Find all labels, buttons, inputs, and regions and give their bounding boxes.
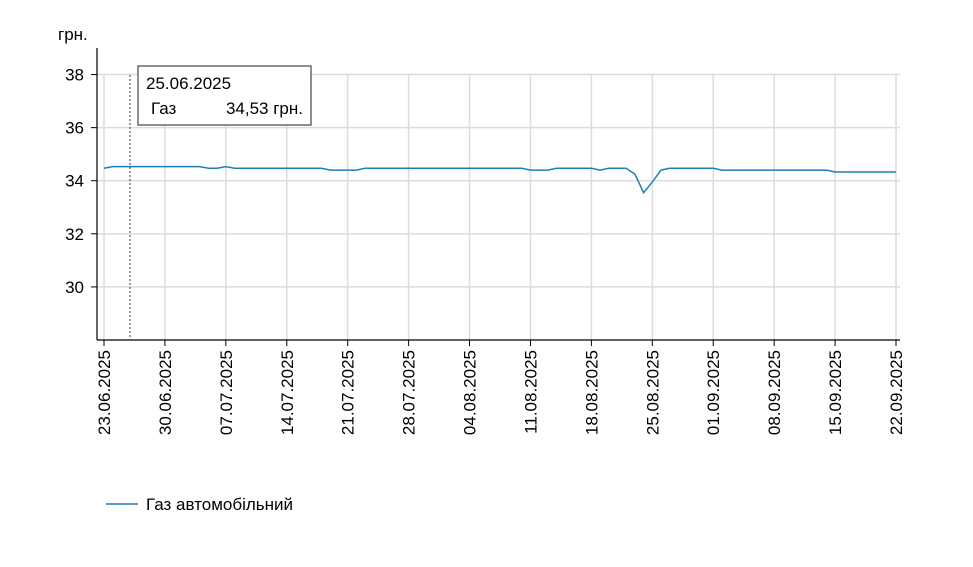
x-tick-label: 11.08.2025 — [521, 350, 540, 434]
y-tick-label: 30 — [65, 278, 84, 297]
x-tick-label: 15.09.2025 — [826, 350, 845, 435]
tooltip-value: 34,53 грн. — [226, 99, 303, 118]
x-tick-label: 30.06.2025 — [156, 350, 175, 435]
x-tick-label: 14.07.2025 — [278, 350, 297, 435]
x-tick-label: 23.06.2025 — [95, 350, 114, 435]
x-tick-label: 04.08.2025 — [461, 350, 480, 435]
y-tick-label: 32 — [65, 225, 84, 244]
legend-label: Газ автомобільний — [146, 495, 293, 514]
tooltip-date: 25.06.2025 — [146, 74, 231, 93]
y-axis-label: грн. — [58, 25, 88, 44]
tooltip: 25.06.2025 Газ 34,53 грн. — [137, 65, 312, 126]
y-tick-label: 36 — [65, 119, 84, 138]
tooltip-box — [137, 65, 312, 126]
x-tick-label: 22.09.2025 — [887, 350, 906, 435]
y-tick-label: 38 — [65, 66, 84, 85]
x-tick-label: 21.07.2025 — [339, 350, 358, 435]
x-tick-label: 07.07.2025 — [217, 350, 236, 435]
x-tick-label: 18.08.2025 — [582, 350, 601, 435]
x-tick-label: 28.07.2025 — [400, 350, 419, 435]
series-line — [103, 165, 896, 195]
x-tick-label: 01.09.2025 — [704, 350, 723, 435]
y-tick-label: 34 — [65, 172, 84, 191]
x-tick-label: 08.09.2025 — [765, 350, 784, 435]
tooltip-series: Газ — [151, 99, 177, 118]
x-tick-label: 25.08.2025 — [643, 350, 662, 435]
